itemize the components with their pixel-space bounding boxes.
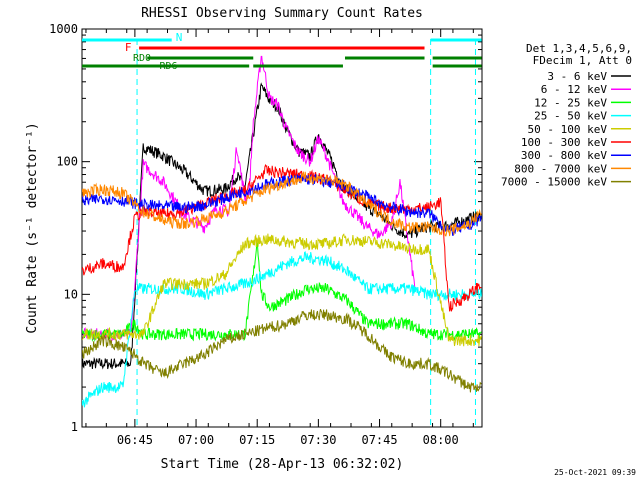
legend-entry-label: 50 - 100 keV — [528, 123, 608, 136]
chart-title: RHESSI Observing Summary Count Rates — [141, 6, 423, 21]
x-tick-label: 08:00 — [423, 433, 459, 447]
series-line-4 — [82, 233, 482, 347]
plot-area: 1 10 100 1000 06:45 07:00 07:15 07:30 07:45 08:00… — [49, 22, 483, 447]
legend-entry-label: 3 - 6 keV — [547, 70, 607, 83]
x-tick-label: 06:45 — [117, 433, 153, 447]
legend-header: FDecim 1, Att 0 — [533, 54, 632, 67]
legend-entry-label: 12 - 25 keV — [534, 96, 607, 109]
timestamp: 25-Oct-2021 09:39 — [554, 468, 636, 477]
flare-label: F — [125, 41, 132, 54]
legend-header: Det 1,3,4,5,6,9, — [526, 42, 632, 55]
y-axis-label: Count Rate (s⁻¹ detector⁻¹) — [25, 122, 40, 333]
legend-entry-label: 300 - 800 keV — [521, 149, 607, 162]
night-label: N — [176, 31, 183, 44]
decim-label-rd6: RD6 — [159, 61, 177, 72]
decim-label-rd0: RD0 — [133, 53, 151, 64]
legend-entry-label: 25 - 50 keV — [534, 110, 607, 123]
y-tick-label: 1 — [71, 420, 78, 434]
x-tick-label: 07:15 — [239, 433, 275, 447]
legend-entry-label: 6 - 12 keV — [541, 83, 608, 96]
y-tick-label: 1000 — [49, 22, 78, 36]
legend: Det 1,3,4,5,6,9,FDecim 1, Att 0 3 - 6 keV… — [501, 42, 632, 189]
x-tick-label: 07:00 — [178, 433, 214, 447]
legend-entry-label: 7000 - 15000 keV — [501, 176, 607, 189]
x-axis-label: Start Time (28-Apr-13 06:32:02) — [161, 457, 404, 472]
legend-entry-label: 800 - 7000 keV — [514, 162, 607, 175]
series-group — [82, 55, 482, 408]
series-line-8 — [82, 308, 482, 393]
plot-frame — [81, 28, 483, 428]
y-tick-label: 10 — [64, 287, 78, 301]
legend-entry-label: 100 - 300 keV — [521, 136, 607, 149]
series-line-7 — [82, 170, 482, 237]
y-tick-label: 100 — [56, 155, 78, 169]
x-tick-label: 07:45 — [361, 433, 397, 447]
series-line-2 — [82, 242, 482, 343]
series-line-3 — [82, 251, 482, 408]
x-tick-label: 07:30 — [300, 433, 336, 447]
series-line-1 — [82, 55, 417, 343]
